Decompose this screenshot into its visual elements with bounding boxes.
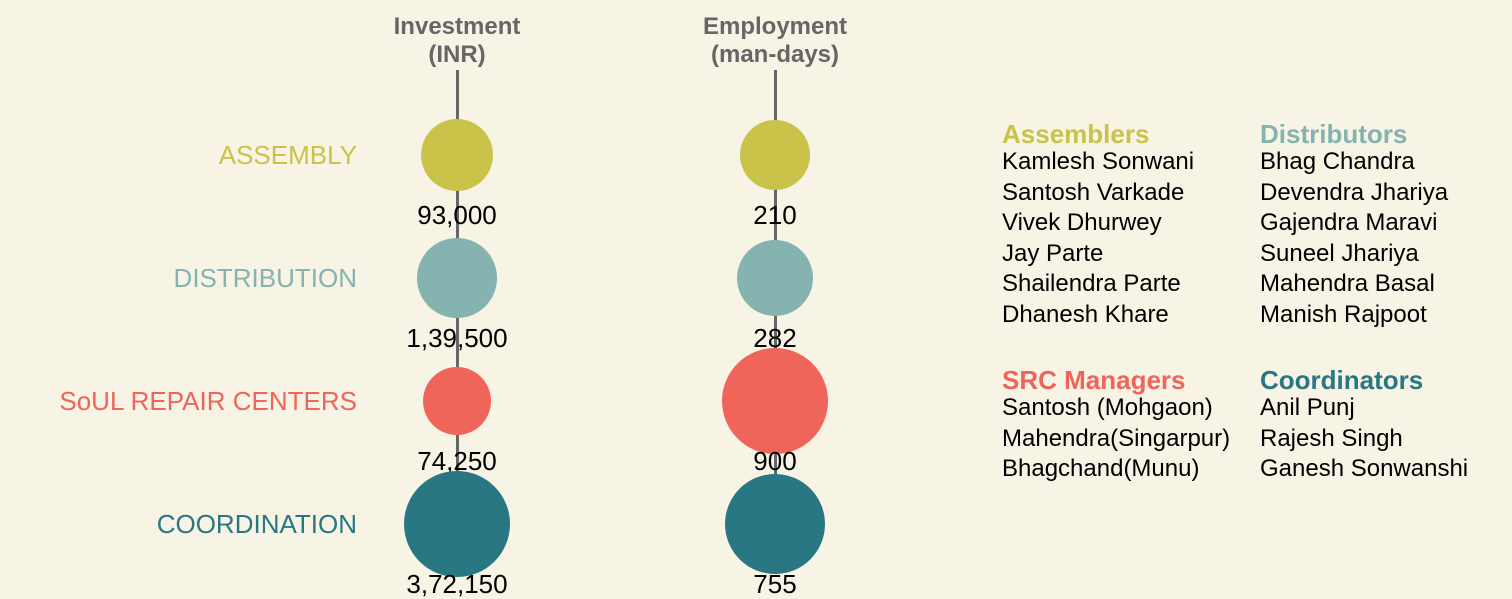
- column-header: Employment (man-days): [702, 13, 848, 68]
- value-label: 210: [753, 200, 797, 230]
- value-label: 900: [753, 446, 797, 476]
- team-heading: Distributors: [1260, 119, 1408, 149]
- team-member: Gajendra Maravi: [1260, 209, 1438, 236]
- category-label: SoUL REPAIR CENTERS: [59, 386, 357, 416]
- team-member: Dhanesh Khare: [1002, 300, 1169, 328]
- value-label: 1,39,500: [406, 323, 508, 353]
- team-heading: SRC Managers: [1002, 365, 1186, 395]
- bubble: [421, 119, 493, 191]
- team-heading: Assemblers: [1002, 119, 1150, 149]
- team-member: Bhagchand(Munu): [1002, 455, 1200, 482]
- team-member: Manish Rajpoot: [1260, 300, 1427, 328]
- team-member: Bhag Chandra: [1260, 148, 1415, 175]
- team-member: Santosh (Mohgaon): [1002, 394, 1213, 421]
- team-member: Anil Punj: [1260, 394, 1355, 421]
- value-label: 755: [753, 569, 797, 599]
- bubble: [422, 366, 492, 436]
- team-heading: Coordinators: [1260, 365, 1424, 395]
- team-member: Suneel Jhariya: [1260, 239, 1419, 267]
- bubble: [724, 473, 826, 575]
- team-member: Kamlesh Sonwani: [1002, 148, 1195, 175]
- team-member: Jay Parte: [1002, 239, 1104, 267]
- bubble: [722, 348, 828, 454]
- category-label: ASSEMBLY: [218, 140, 357, 170]
- category-label: COORDINATION: [156, 509, 357, 539]
- team-member: Devendra Jhariya: [1260, 178, 1449, 206]
- team-member: Mahendra Basal: [1260, 270, 1435, 297]
- value-label: 3,72,150: [406, 569, 508, 599]
- bubble: [404, 471, 510, 577]
- team-member: Vivek Dhurwey: [1002, 209, 1162, 236]
- category-label: DISTRIBUTION: [173, 263, 357, 293]
- team-member: Santosh Varkade: [1002, 178, 1185, 206]
- team-member: Mahendra(Singarpur): [1002, 424, 1231, 452]
- value-label: 93,000: [417, 200, 497, 230]
- bubble: [739, 119, 811, 191]
- bubble: [736, 239, 814, 317]
- column-header: Investment (INR): [393, 13, 521, 68]
- team-member: Shailendra Parte: [1002, 270, 1181, 297]
- team-member: Rajesh Singh: [1260, 424, 1403, 452]
- team-member: Ganesh Sonwanshi: [1260, 455, 1469, 482]
- bubble: [417, 238, 497, 318]
